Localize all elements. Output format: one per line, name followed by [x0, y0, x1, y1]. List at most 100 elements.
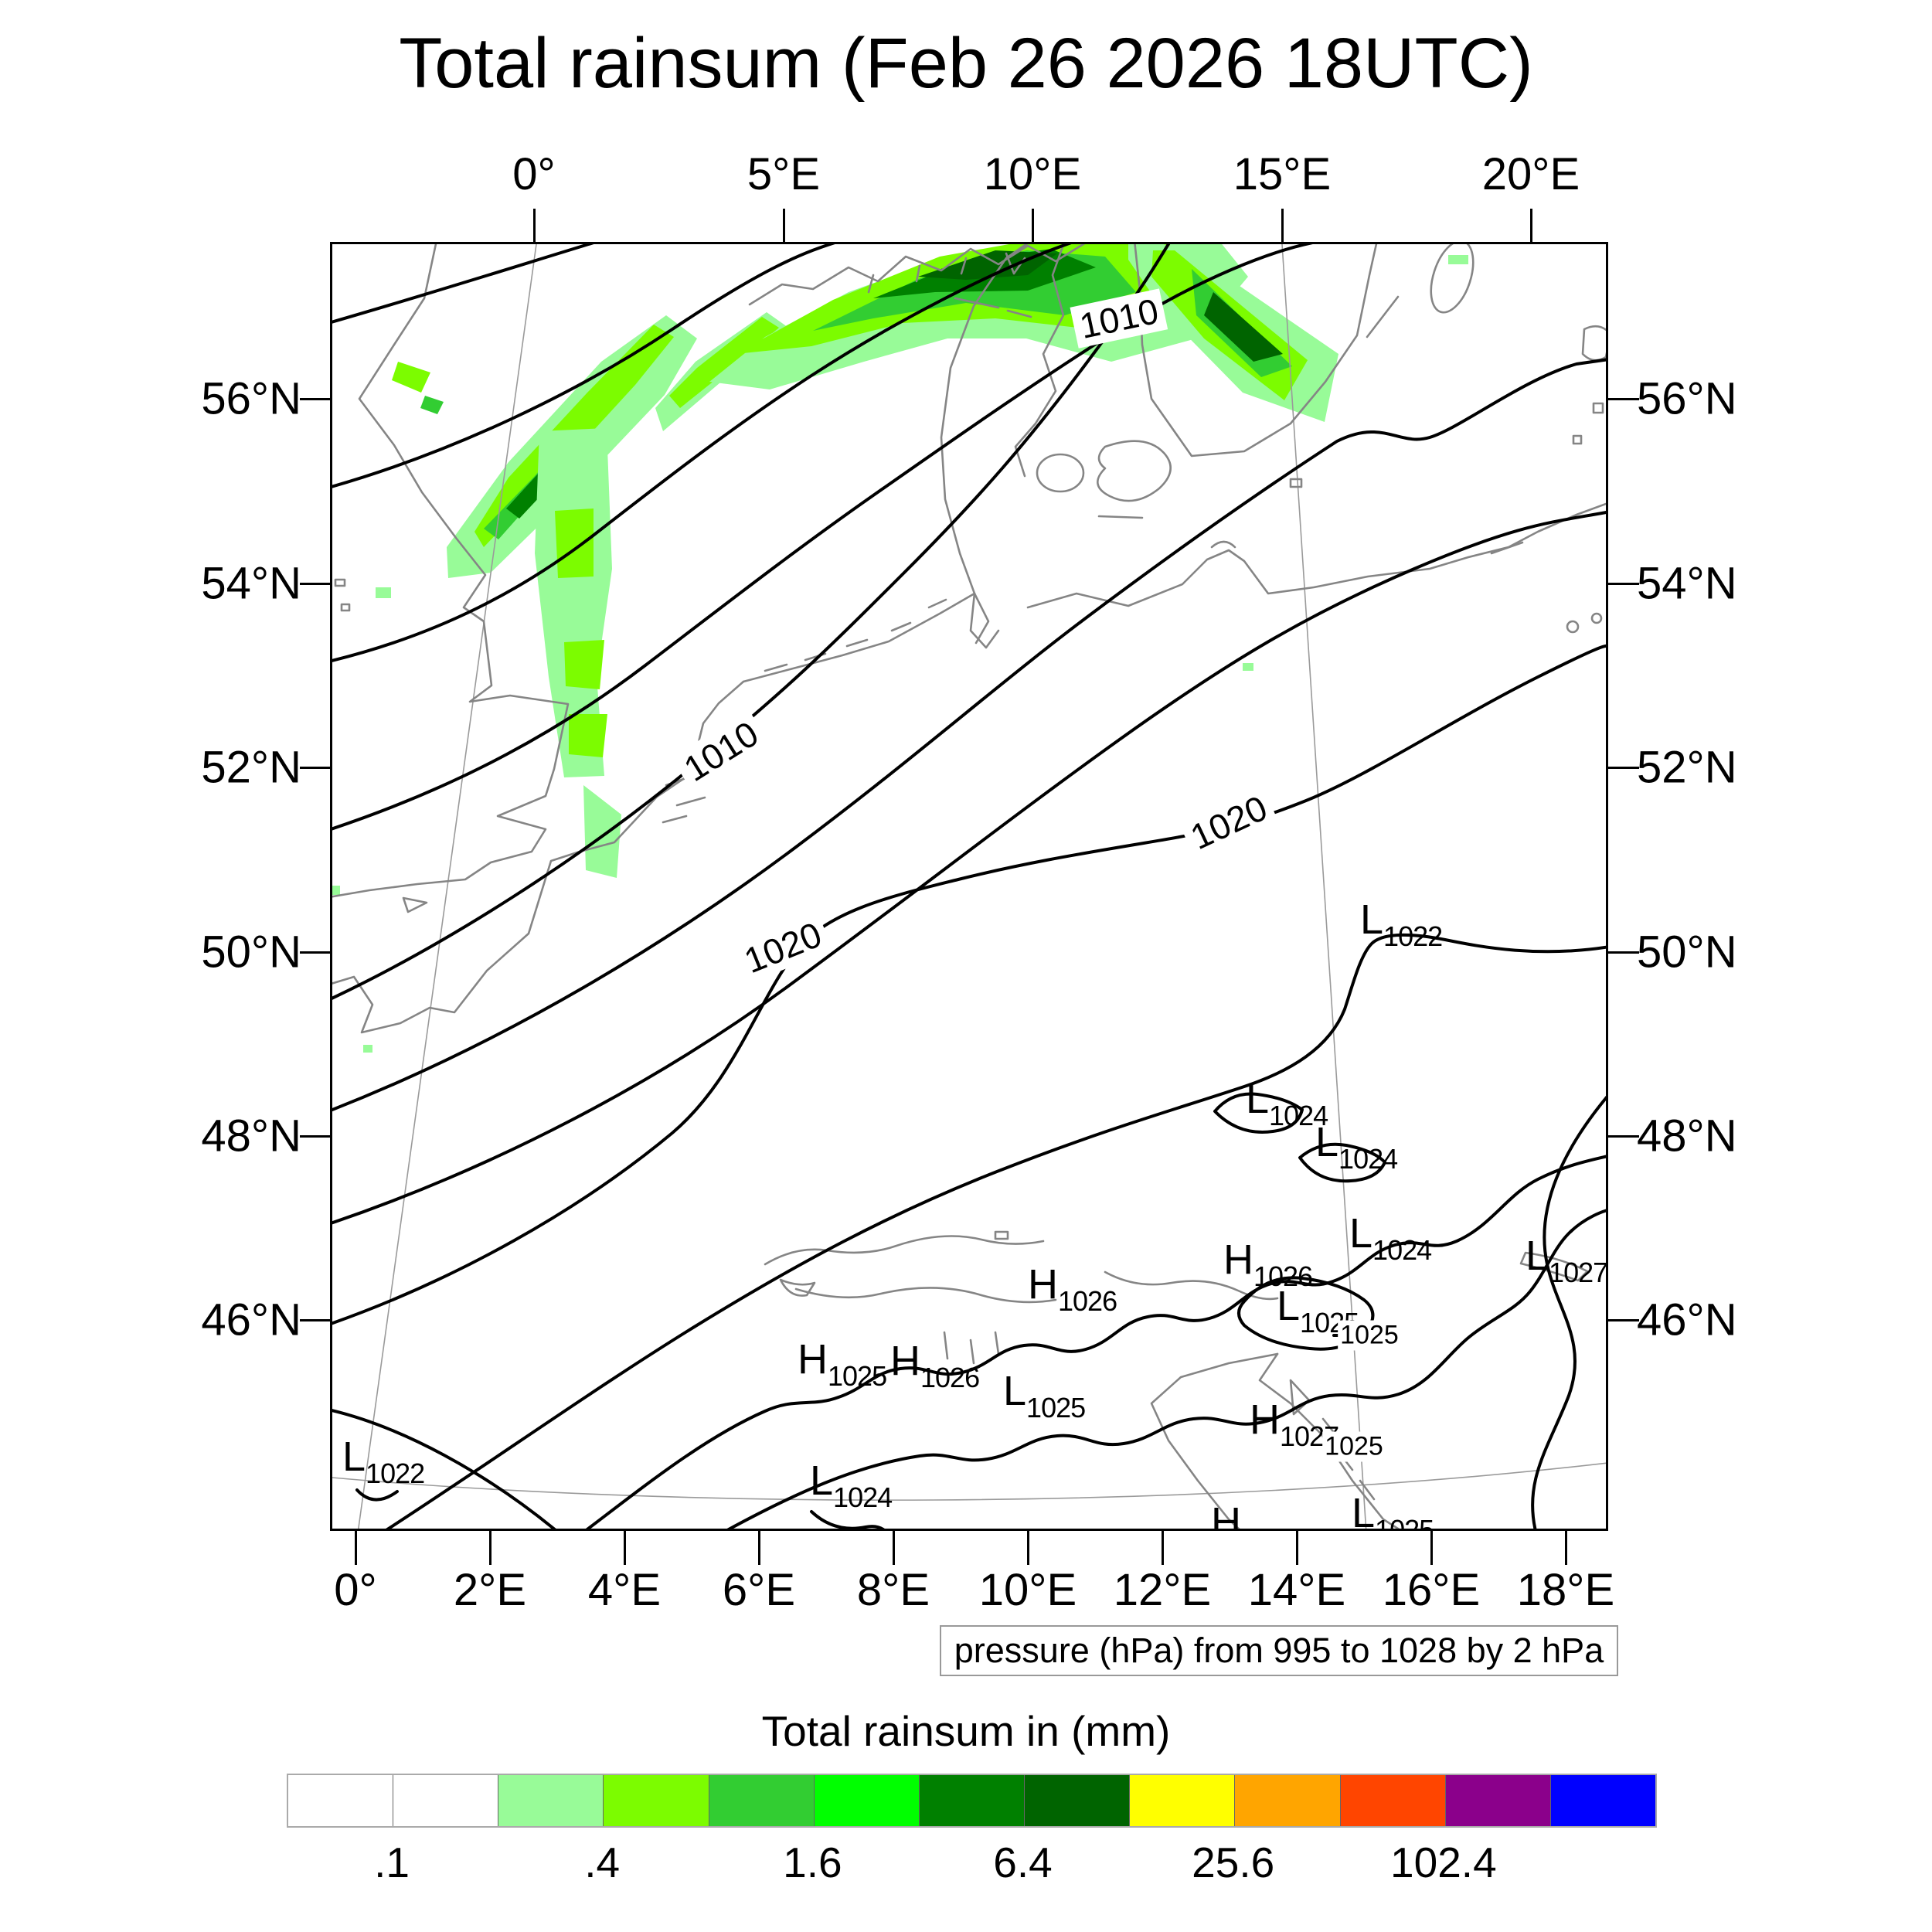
colorbar-tick-label: 1.6 — [783, 1838, 842, 1886]
pressure-marker-l1024: L1024 — [1349, 1210, 1432, 1266]
axis-tick — [1430, 1531, 1433, 1565]
axis-label-lon-bottom: 2°E — [453, 1565, 527, 1615]
colorbar-cell — [813, 1775, 919, 1826]
colorbar-tick-label: 102.4 — [1390, 1838, 1497, 1886]
contour-label-1025: 1025 — [1322, 1431, 1386, 1462]
pressure-value: 1025 — [1026, 1392, 1086, 1423]
pressure-value: 1026 — [1058, 1285, 1117, 1317]
isobar-layer — [332, 244, 1606, 1529]
pressure-value: 1024 — [833, 1481, 893, 1513]
axis-label-lon-bottom: 10°E — [978, 1565, 1077, 1615]
colorbar-cell — [603, 1775, 709, 1826]
pressure-value: 1027 — [1549, 1257, 1608, 1288]
legend-title: Total rainsum in (mm) — [761, 1707, 1171, 1755]
axis-label-lat-right: 46°N — [1637, 1294, 1737, 1345]
pressure-marker-h1027: H1027 — [1211, 1502, 1301, 1529]
map-frame: L1022 L1022 L1024 L1024 L1024 H1026 L1025 L1027… — [330, 242, 1608, 1531]
axis-label-lon-bottom: 6°E — [722, 1565, 796, 1615]
isobar-1020 — [332, 644, 1606, 1325]
pressure-marker-h1026: H1026 — [1028, 1261, 1117, 1317]
axis-label-lat-left: 50°N — [201, 927, 301, 978]
parallel-45deg — [332, 1462, 1606, 1501]
axis-tick — [355, 1531, 357, 1565]
axis-tick — [1608, 951, 1639, 954]
pressure-marker-h1026: H1026 — [890, 1338, 980, 1393]
colorbar-cell — [918, 1775, 1025, 1826]
axis-tick — [300, 767, 331, 769]
axis-tick — [1565, 1531, 1567, 1565]
axis-tick — [1530, 209, 1532, 243]
pressure-value: 1026 — [1253, 1260, 1313, 1292]
pressure-value: 1022 — [1383, 920, 1443, 952]
axis-label-lon-bottom: 0° — [334, 1565, 377, 1615]
axis-label-lon-top: 20°E — [1481, 149, 1580, 199]
axis-label-lon-top: 10°E — [983, 149, 1082, 199]
colorbar-cell — [498, 1775, 604, 1826]
pressure-marker-l1022: L1022 — [342, 1434, 425, 1489]
axis-label-lon-bottom: 4°E — [587, 1565, 662, 1615]
axis-tick — [1608, 398, 1639, 400]
pressure-value: 1025 — [828, 1360, 887, 1392]
axis-tick — [1027, 1531, 1029, 1565]
pressure-marker-l1024: L1024 — [1315, 1119, 1398, 1175]
axis-tick — [1032, 209, 1034, 243]
axis-label-lat-left: 56°N — [201, 373, 301, 424]
pressure-value: 1024 — [1372, 1234, 1432, 1266]
pressure-marker-l1022: L1022 — [1360, 896, 1443, 952]
colorbar-cell — [1234, 1775, 1340, 1826]
axis-label-lat-right: 50°N — [1637, 927, 1737, 978]
axis-tick — [1296, 1531, 1298, 1565]
colorbar-cell — [1339, 1775, 1445, 1826]
axis-tick — [758, 1531, 760, 1565]
colorbar-tick-label: .4 — [584, 1838, 621, 1886]
axis-tick — [1608, 583, 1639, 585]
colorbar-cell — [708, 1775, 814, 1826]
isobar-1010 — [332, 244, 1171, 1000]
axis-tick — [1162, 1531, 1164, 1565]
pressure-marker-l1024: L1024 — [1246, 1076, 1328, 1131]
colorbar-cell — [1549, 1775, 1656, 1826]
axis-tick — [300, 951, 331, 954]
axis-label-lon-top: 0° — [512, 149, 556, 199]
axis-label-lat-right: 52°N — [1637, 742, 1737, 793]
axis-tick — [624, 1531, 626, 1565]
axis-label-lat-right: 54°N — [1637, 558, 1737, 609]
pressure-caption-box: pressure (hPa) from 995 to 1028 by 2 hPa — [940, 1625, 1618, 1676]
pressure-marker-l1027: L1027 — [1526, 1233, 1608, 1288]
axis-label-lat-right: 56°N — [1637, 373, 1737, 424]
axis-label-lon-bottom: 14°E — [1247, 1565, 1346, 1615]
axis-tick — [1608, 1319, 1639, 1321]
pressure-marker-l1025: L1025 — [1352, 1492, 1434, 1531]
axis-tick — [300, 1135, 331, 1138]
colorbar-cell — [1024, 1775, 1130, 1826]
colorbar-tick-label: .1 — [374, 1838, 410, 1886]
axis-label-lat-left: 48°N — [201, 1111, 301, 1162]
axis-label-lon-top: 5°E — [747, 149, 821, 199]
colorbar-cell — [288, 1775, 393, 1826]
contour-label-1025: 1025 — [1338, 1320, 1401, 1351]
axis-label-lat-left: 46°N — [201, 1294, 301, 1345]
colorbar-tick-label: 6.4 — [993, 1838, 1053, 1886]
page-title: Total rainsum (Feb 26 2026 18UTC) — [399, 24, 1533, 103]
colorbar-cell — [1444, 1775, 1550, 1826]
colorbar-cell — [393, 1775, 498, 1826]
colorbar-tick-label: 25.6 — [1192, 1838, 1275, 1886]
map-graphics — [332, 244, 1606, 1529]
pressure-value: 1024 — [1338, 1143, 1398, 1175]
axis-tick — [783, 209, 785, 243]
axis-label-lon-bottom: 12°E — [1113, 1565, 1212, 1615]
pressure-value: 1027 — [1241, 1523, 1301, 1529]
axis-label-lon-bottom: 16°E — [1382, 1565, 1481, 1615]
pressure-value: 1026 — [920, 1362, 980, 1393]
axis-tick — [300, 1319, 331, 1321]
pressure-value: 1025 — [1375, 1514, 1434, 1531]
axis-tick — [1608, 1135, 1639, 1138]
axis-label-lat-left: 52°N — [201, 742, 301, 793]
pressure-marker-h1025: H1025 — [798, 1336, 887, 1392]
pressure-value: 1024 — [1269, 1100, 1328, 1131]
map-canvas: L1022 L1022 L1024 L1024 L1024 H1026 L1025 L1027… — [332, 244, 1608, 1531]
axis-label-lon-top: 15°E — [1233, 149, 1332, 199]
axis-tick — [533, 209, 536, 243]
axis-tick — [300, 398, 331, 400]
